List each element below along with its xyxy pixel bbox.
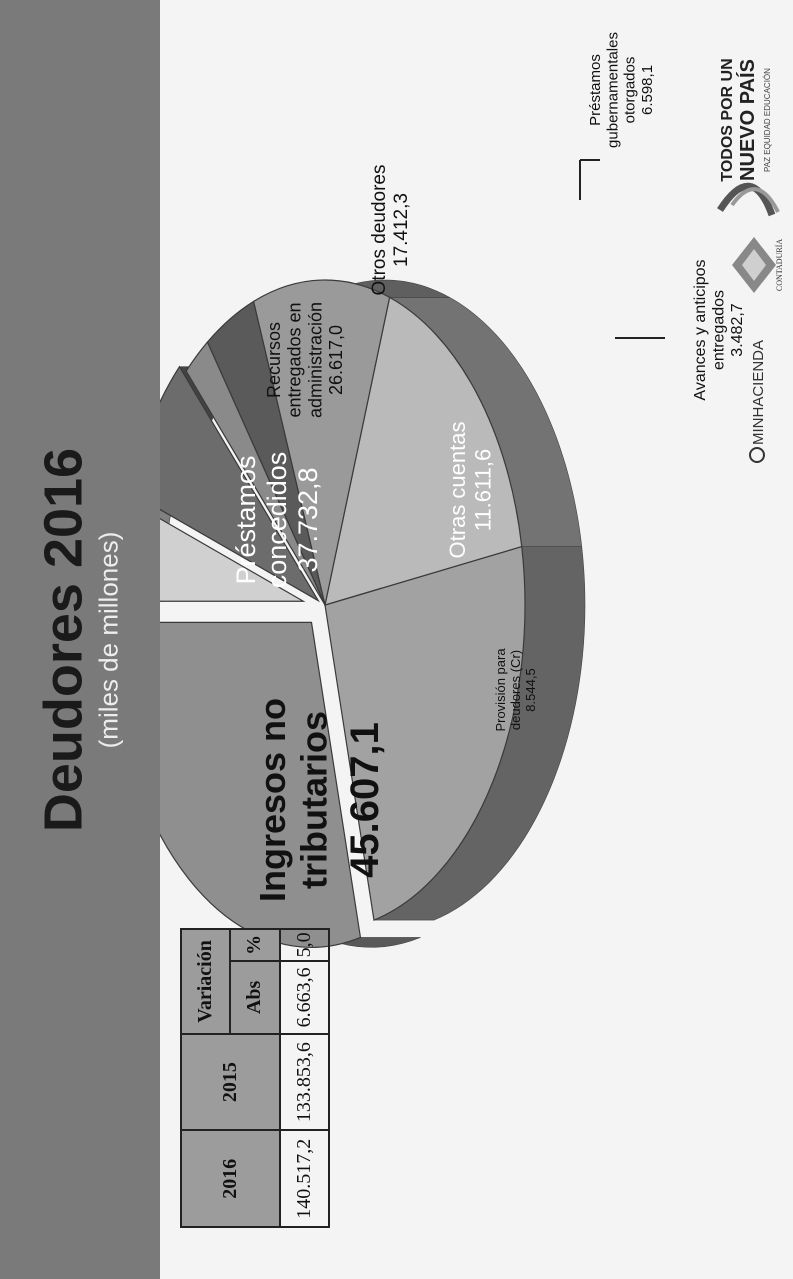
header-2016: 2016 xyxy=(181,1130,280,1227)
seal-icon xyxy=(749,447,765,463)
slice-label-prestamos-gubernamentales-otorgados: Préstamosgubernamentalesotorgados xyxy=(587,32,639,148)
contaduria-text: CONTADURÍA xyxy=(774,239,784,291)
cell-2016: 140.517,2 xyxy=(279,1130,329,1227)
slice-label-avances-y-anticipos-entregados: Avances y anticiposentregados xyxy=(692,259,727,400)
label-group-prestamos-concedidos: Préstamosconcedidos 37.732,8 xyxy=(231,452,323,589)
pie-slice-recursos-entregados-en-administracion xyxy=(324,296,523,606)
title-bar: Deudores 2016 (miles de millones) xyxy=(0,0,160,1279)
label-group-prestamos-gubernamentales-otorgados: Préstamosgubernamentalesotorgados 6.598,1 xyxy=(587,32,656,148)
header-2015: 2015 xyxy=(181,1033,280,1131)
slice-value-recursos-entregados-en-administracion: 26.617,0 xyxy=(326,325,346,395)
todos-line1: TODOS POR UN xyxy=(719,58,736,181)
label-group-otros-deudores: Otros deudores 17.412,3 xyxy=(369,165,412,296)
page-title: Deudores 2016 xyxy=(33,447,94,833)
label-group-ingresos-no-tributarios: Ingresos notributarios 45.607,1 xyxy=(252,698,387,902)
pie-chart: Ingresos notributarios 45.607,1 Préstamosc… xyxy=(160,32,746,948)
slice-label-ingresos-no-tributarios: Ingresos notributarios xyxy=(252,698,334,902)
header-variacion: Variación xyxy=(181,929,231,1034)
label-group-otras-cuentas: Otras cuentas 11.611,6 xyxy=(445,422,495,559)
todos-line2: NUEVO PAÍS xyxy=(736,59,759,181)
slice-value-otras-cuentas: 11.611,6 xyxy=(470,449,495,531)
variation-table-wrap: 2016 2015 Variación Abs % 140.517,2 133.… xyxy=(180,928,330,1228)
slice-value-provision-para-deudores-cr: 8.544,5 xyxy=(523,668,538,711)
cell-2015: 133.853,6 xyxy=(279,1033,329,1131)
slice-value-prestamos-gubernamentales-otorgados: 6.598,1 xyxy=(639,65,656,115)
cell-abs: 6.663,6 xyxy=(279,960,329,1034)
pie-slice-provision-para-deudores-cr xyxy=(160,518,306,602)
pie-slice-otras-cuentas xyxy=(160,365,320,603)
slice-label-recursos-entregados-en-administracion: Recursosentregados enadministración xyxy=(264,302,325,418)
label-group-recursos-entregados-en-administracion: Recursosentregados enadministración 26.61… xyxy=(264,302,346,418)
slice-label-otros-deudores: Otros deudores xyxy=(369,165,390,296)
flag-swoosh-icon xyxy=(717,182,776,217)
slice-value-ingresos-no-tributarios: 45.607,1 xyxy=(343,722,387,878)
pie-slice-avances-y-anticipos-entregados xyxy=(185,340,326,606)
contaduria-logo: CONTADURÍA xyxy=(732,237,784,293)
variation-table: 2016 2015 Variación Abs % 140.517,2 133.… xyxy=(180,928,330,1228)
page-subtitle: (miles de millones) xyxy=(94,531,125,749)
pie-slice-ingresos-no-tributarios xyxy=(160,621,362,948)
slice-value-prestamos-concedidos: 37.732,8 xyxy=(293,467,323,572)
minhacienda-text: MINHACIENDA xyxy=(750,340,767,445)
label-group-provision-para-deudores-cr: Provisión paradeudores (Cr) 8.544,5 xyxy=(493,648,538,732)
cell-pct: 5,0 xyxy=(279,929,329,961)
subheader-abs: Abs xyxy=(230,960,280,1034)
title-group: Deudores 2016 (miles de millones) xyxy=(33,447,126,833)
label-group-avances-y-anticipos-entregados: Avances y anticiposentregados 3.482,7 xyxy=(692,259,746,400)
slice-label-provision-para-deudores-cr: Provisión paradeudores (Cr) xyxy=(493,648,523,732)
pie-slice-prestamos-concedidos xyxy=(324,545,526,921)
todos-line3: PAZ EQUIDAD EDUCACIÓN xyxy=(763,68,772,172)
slice-label-prestamos-concedidos: Préstamosconcedidos xyxy=(231,452,292,589)
minhacienda-logo: MINHACIENDA xyxy=(749,340,767,463)
todos-por-un-nuevo-pais-logo: TODOS POR UN NUEVO PAÍS PAZ EQUIDAD EDUC… xyxy=(717,58,780,217)
pie-slice-otros-deudores xyxy=(252,279,391,606)
slice-label-otras-cuentas: Otras cuentas xyxy=(445,422,470,559)
slice-value-avances-y-anticipos-entregados: 3.482,7 xyxy=(729,303,746,356)
slice-value-otros-deudores: 17.412,3 xyxy=(391,193,412,267)
subheader-pct: % xyxy=(230,929,280,961)
